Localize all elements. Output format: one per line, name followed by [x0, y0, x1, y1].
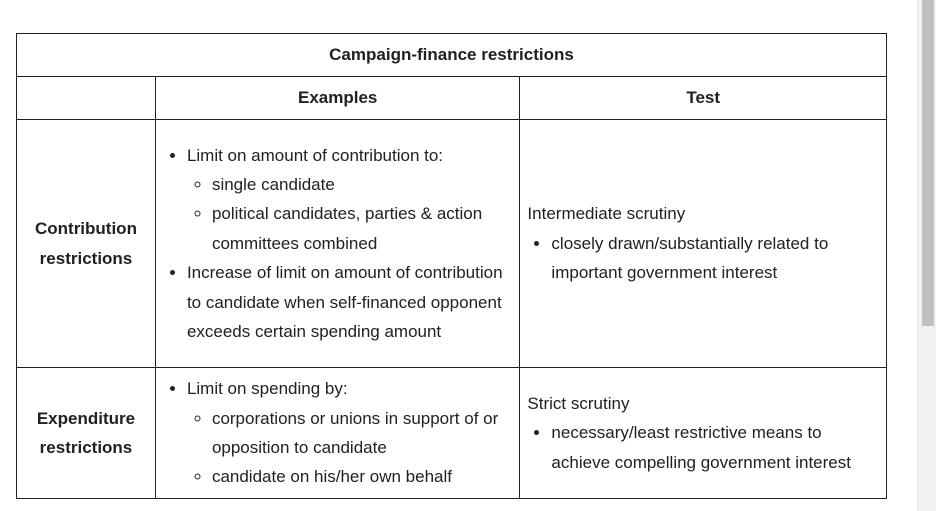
header-test: Test [519, 76, 887, 120]
examples-list: Limit on spending by: corporations or un… [163, 374, 512, 492]
header-empty [16, 76, 156, 120]
list-item-text: Limit on amount of contribution to: [186, 145, 444, 165]
test-title: Intermediate scrutiny [527, 204, 686, 224]
sub-list-item: political candidates, parties & action c… [212, 199, 512, 258]
header-examples: Examples [154, 76, 521, 120]
test-title: Strict scrutiny [527, 393, 630, 413]
test-cell: Intermediate scrutiny closely drawn/subs… [519, 119, 887, 368]
table-row: Expenditure restrictions Limit on spendi… [16, 367, 887, 499]
scrollbar-thumb[interactable] [922, 0, 934, 326]
sub-list-item: corporations or unions in support of or … [212, 404, 512, 463]
sub-list: single candidate political candidates, p… [187, 170, 512, 258]
sub-list-item: candidate on his/her own behalf [212, 462, 512, 491]
sub-list: corporations or unions in support of or … [187, 404, 512, 492]
test-list-item: closely drawn/substantially related to i… [551, 229, 879, 288]
header-row: Examples Test [16, 76, 887, 120]
list-item: Limit on amount of contribution to: sing… [187, 141, 512, 259]
list-item-text: Increase of limit on amount of contribut… [186, 263, 503, 342]
test-list: necessary/least restrictive means to ach… [527, 418, 879, 477]
campaign-finance-table: Campaign-finance restrictions Examples T… [16, 33, 887, 499]
caption-row: Campaign-finance restrictions [16, 33, 887, 77]
row-category: Expenditure restrictions [16, 367, 156, 499]
row-category: Contribution restrictions [16, 119, 156, 368]
table-caption: Campaign-finance restrictions [16, 33, 887, 77]
vertical-scrollbar[interactable] [917, 0, 936, 511]
examples-cell: Limit on amount of contribution to: sing… [154, 119, 521, 368]
test-list-item: necessary/least restrictive means to ach… [551, 418, 879, 477]
sub-list-item: single candidate [212, 170, 512, 199]
list-item: Increase of limit on amount of contribut… [187, 258, 512, 346]
test-list: closely drawn/substantially related to i… [527, 229, 879, 288]
table-row: Contribution restrictions Limit on amoun… [16, 119, 887, 368]
list-item: Limit on spending by: corporations or un… [187, 374, 512, 492]
examples-list: Limit on amount of contribution to: sing… [163, 141, 512, 347]
examples-cell: Limit on spending by: corporations or un… [154, 367, 521, 499]
test-cell: Strict scrutiny necessary/least restrict… [519, 367, 887, 499]
list-item-text: Limit on spending by: [186, 379, 348, 399]
